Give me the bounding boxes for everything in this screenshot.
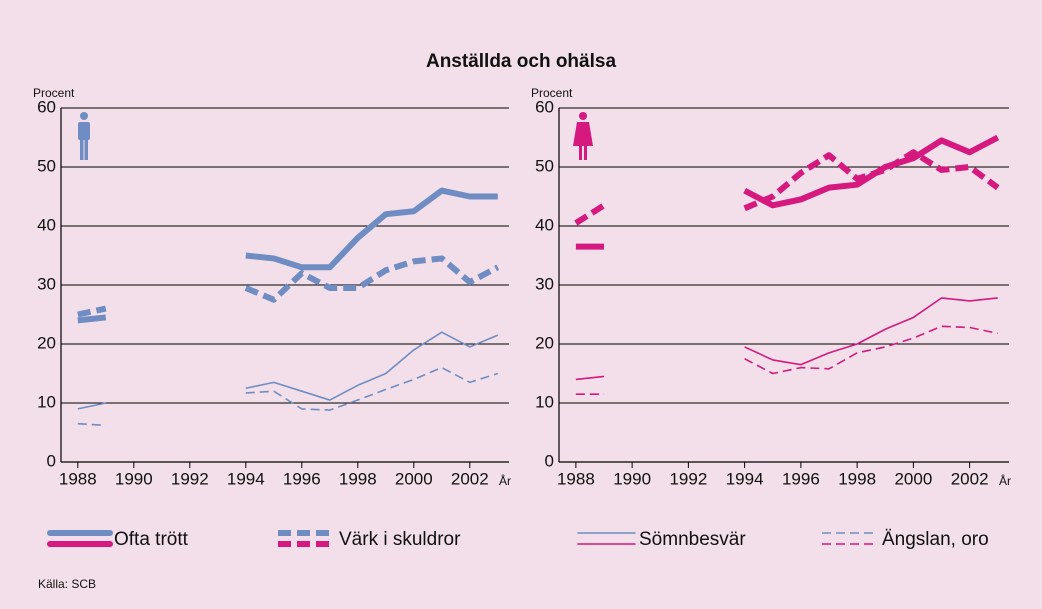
series-line (77, 422, 106, 427)
x-tick-label: 1992 (669, 469, 707, 488)
y-tick-label: 40 (535, 215, 554, 234)
x-tick-label: 1988 (557, 469, 595, 488)
x-tick-label: 1992 (171, 469, 209, 488)
y-tick-label: 40 (37, 215, 56, 234)
y-tick-label: 50 (37, 156, 56, 175)
x-tick-label: 1994 (726, 469, 764, 488)
x-tick-label: 1994 (227, 469, 265, 488)
x-axis-label: År (499, 473, 511, 488)
y-tick-label: 10 (37, 392, 56, 411)
legend-label: Ängslan, oro (882, 529, 989, 550)
x-tick-label: 2000 (894, 469, 932, 488)
y-tick-label: 30 (37, 274, 56, 293)
y-tick-label: 20 (535, 333, 554, 352)
series-line (743, 149, 1000, 212)
series-line (245, 187, 498, 271)
series-line (575, 375, 605, 381)
legend-label: Värk i skuldror (339, 529, 461, 550)
series-line (574, 202, 606, 226)
series-line (245, 331, 499, 401)
series-line (744, 325, 998, 375)
legend-label: Ofta trött (114, 529, 189, 550)
chart-title: Anställda och ohälsa (426, 51, 616, 72)
x-tick-label: 1990 (115, 469, 153, 488)
y-tick-label: 30 (535, 274, 554, 293)
x-tick-label: 2002 (451, 469, 489, 488)
y-tick-label: 50 (535, 156, 554, 175)
y-tick-label: 10 (535, 392, 554, 411)
series-line (77, 305, 107, 318)
series-line (244, 255, 500, 303)
source: Källa: SCB (38, 577, 96, 591)
y-tick-label: 60 (535, 97, 554, 116)
x-tick-label: 1998 (339, 469, 377, 488)
x-tick-label: 2000 (395, 469, 433, 488)
x-tick-label: 1988 (59, 469, 97, 488)
x-tick-label: 2002 (951, 469, 989, 488)
y-tick-label: 60 (37, 97, 56, 116)
x-axis-label: År (999, 473, 1011, 488)
x-tick-label: 1998 (838, 469, 876, 488)
series-line (245, 366, 499, 411)
legend-label: Sömnbesvär (639, 529, 746, 550)
man-icon (78, 112, 90, 160)
series-line (77, 402, 106, 410)
x-tick-label: 1996 (283, 469, 321, 488)
y-tick-label: 0 (545, 451, 554, 470)
x-tick-label: 1996 (782, 469, 820, 488)
x-tick-label: 1990 (613, 469, 651, 488)
y-axis-label: Procent (531, 86, 573, 100)
woman-icon (573, 112, 593, 160)
series-line (744, 297, 998, 366)
series-line (743, 134, 1000, 209)
y-tick-label: 0 (47, 451, 56, 470)
series-line (77, 314, 107, 324)
y-axis-label: Procent (33, 86, 75, 100)
y-tick-label: 20 (37, 333, 56, 352)
